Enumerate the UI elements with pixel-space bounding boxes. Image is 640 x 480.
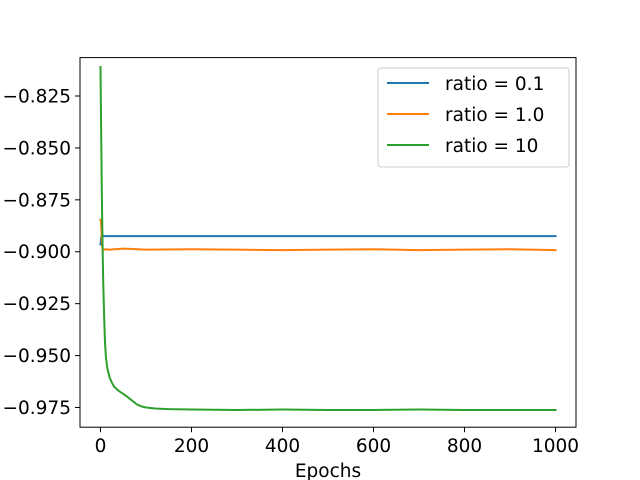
legend-label-3: ratio = 10 (445, 136, 538, 157)
x-tick-label: 600 (356, 436, 391, 457)
y-tick-label: −0.925 (3, 294, 71, 315)
y-tick-label: −0.825 (3, 87, 71, 108)
legend-label-1: ratio = 0.1 (445, 74, 544, 95)
x-axis-ticks: 0 200 400 600 800 1000 (95, 427, 579, 457)
series-line-3 (99, 65, 557, 411)
y-tick-label: −0.850 (3, 138, 71, 159)
x-tick-label: 400 (265, 436, 300, 457)
x-tick-label: 800 (447, 436, 482, 457)
x-tick-label: 200 (174, 436, 209, 457)
x-axis-label: Epochs (295, 461, 361, 480)
y-axis-ticks: −0.825 −0.850 −0.875 −0.900 −0.925 −0.950 −0.9… (3, 87, 80, 419)
series-line-2 (99, 218, 557, 252)
legend-label-2: ratio = 1.0 (445, 105, 544, 126)
x-tick-label: 1000 (532, 436, 579, 457)
legend-box (377, 67, 570, 168)
x-tick-label: 0 (95, 436, 107, 457)
series-line-1 (99, 235, 557, 246)
y-tick-label: −0.875 (3, 190, 71, 211)
y-tick-label: −0.950 (3, 346, 71, 367)
legend-items: ratio = 0.1 ratio = 1.0 ratio = 10 (387, 74, 544, 157)
plot-lines (99, 65, 557, 411)
y-tick-label: −0.975 (3, 398, 71, 419)
plot-frame (79, 57, 577, 428)
y-tick-label: −0.900 (3, 242, 71, 263)
legend: ratio = 0.1 ratio = 1.0 ratio = 10 (377, 67, 570, 168)
